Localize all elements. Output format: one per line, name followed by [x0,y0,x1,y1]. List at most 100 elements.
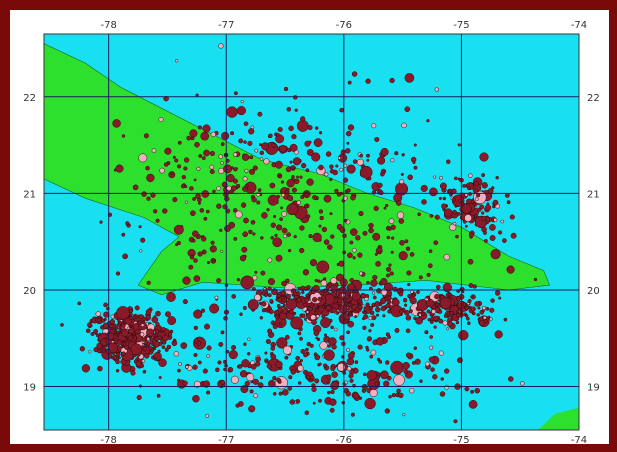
earthquake-event [307,125,313,131]
earthquake-event [357,344,363,350]
earthquake-event [173,224,184,235]
earthquake-event [163,162,169,167]
earthquake-event [272,375,277,381]
earthquake-event [378,360,383,364]
seismicity-map[interactable]: -78 -78 -77 -77 -76 -76 -75 -75 -74 -74 22 22 21 21 20… [10,10,609,444]
earthquake-event [481,211,485,215]
earthquake-event [368,222,374,229]
earthquake-event [386,290,393,296]
earthquake-event [211,259,216,264]
earthquake-event [380,147,389,157]
earthquake-event [318,362,322,366]
earthquake-event [443,253,451,261]
earthquake-event [121,134,126,138]
earthquake-event [407,282,411,287]
earthquake-event [370,322,375,327]
earthquake-event [330,234,335,239]
plot-border [43,33,580,431]
earthquake-event [409,297,417,305]
earthquake-event [482,315,487,320]
earthquake-event [283,86,289,92]
earthquake-event [186,135,192,141]
earthquake-event [457,143,461,147]
earthquake-event [254,270,258,274]
earthquake-event [119,319,123,323]
earthquake-event [368,227,374,234]
earthquake-event [305,293,309,298]
earthquake-event [502,238,507,243]
earthquake-event [438,350,444,356]
earthquake-event [414,358,421,365]
earthquake-event [308,234,313,239]
earthquake-event [236,278,241,282]
earthquake-event [241,153,250,161]
earthquake-event [371,123,377,129]
earthquake-event [142,369,147,374]
earthquake-event [351,247,357,253]
earthquake-event [230,375,239,384]
earthquake-event [192,364,198,370]
earthquake-event [457,177,461,181]
earthquake-event [286,203,299,216]
earthquake-event [443,313,448,318]
earthquake-event [438,196,442,200]
earthquake-event [433,325,437,329]
earthquake-event [183,157,190,163]
earthquake-event [121,329,129,337]
earthquake-event [233,167,238,172]
earthquake-event [347,124,355,131]
earthquake-event [476,313,480,317]
earthquake-event [335,311,340,315]
earthquake-event [412,160,416,165]
earthquake-event [441,203,447,210]
earthquake-event [232,152,238,157]
earthquake-event [329,407,335,413]
earthquake-event [244,380,250,387]
earthquake-event [354,315,358,319]
earthquake-event [363,310,368,315]
longitude-tick-label: -77 [218,435,234,444]
earthquake-event [290,316,304,330]
earthquake-event [438,318,444,324]
earthquake-event [312,194,318,200]
earthquake-event [234,210,243,219]
earthquake-event [311,289,316,295]
earthquake-event [268,379,276,388]
earthquake-event [366,370,377,381]
earthquake-event [281,280,287,287]
earthquake-event [136,394,142,401]
earthquake-event [201,156,206,161]
earthquake-event [110,314,115,319]
earthquake-event [428,356,435,363]
earthquake-event [141,337,146,342]
earthquake-event [175,59,179,63]
earthquake-event [330,325,334,330]
earthquake-event [209,303,220,314]
earthquake-event [346,141,350,145]
earthquake-event [341,293,346,298]
earthquake-event [382,314,386,318]
earthquake-event [324,172,329,177]
earthquake-event [280,290,286,296]
earthquake-event [345,391,351,397]
earthquake-event [192,230,199,237]
earthquake-event [472,201,477,206]
earthquake-event [479,152,489,162]
earthquake-event [151,316,159,323]
earthquake-event [340,149,346,155]
earthquake-event [313,310,319,316]
earthquake-event [278,322,282,326]
earthquake-event [244,168,249,173]
earthquake-event [126,326,131,330]
earthquake-event [85,328,91,334]
earthquake-event [385,303,391,309]
earthquake-event [233,236,238,241]
earthquake-event [388,394,392,399]
earthquake-event [494,330,503,339]
earthquake-event [378,250,382,255]
earthquake-event [146,315,151,321]
earthquake-event [498,296,502,300]
earthquake-event [247,140,253,146]
earthquake-event [299,336,303,341]
